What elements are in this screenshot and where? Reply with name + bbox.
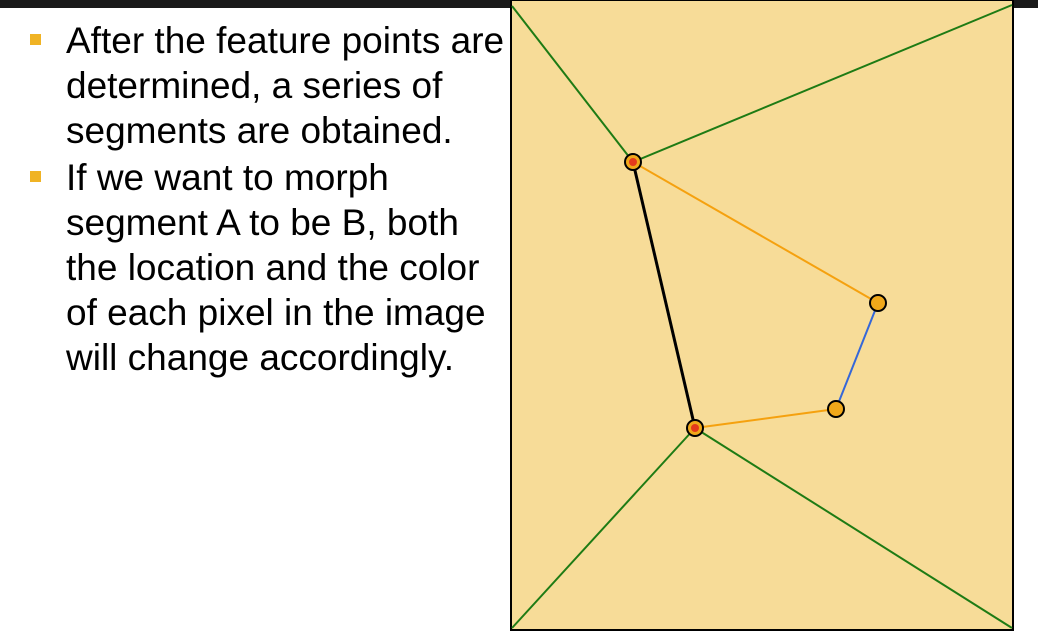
image-frame xyxy=(510,0,1014,631)
boundary-line-top-left xyxy=(511,5,634,163)
bullet-square-icon xyxy=(30,34,41,45)
bullet-list: After the feature points are determined,… xyxy=(30,18,520,382)
feature-point-a-end xyxy=(686,419,704,437)
bullet-square-icon xyxy=(30,171,41,182)
bullet-text-2: If we want to morph segment A to be B, b… xyxy=(66,157,486,378)
boundary-lines xyxy=(511,4,1013,629)
connector-line-top xyxy=(632,161,879,304)
segment-b-line xyxy=(835,302,879,410)
bullet-item-2: If we want to morph segment A to be B, b… xyxy=(30,155,520,380)
bullet-text-1: After the feature points are determined,… xyxy=(66,20,505,151)
segment-a-line xyxy=(631,161,697,429)
connector-line-bottom xyxy=(694,408,837,429)
boundary-line-bottom-left xyxy=(511,427,696,629)
morph-diagram xyxy=(510,0,1014,631)
boundary-line-bottom-right xyxy=(694,427,1013,629)
feature-point-a-start xyxy=(624,153,642,171)
connector-lines xyxy=(632,161,879,429)
feature-point-b-start xyxy=(869,294,887,312)
feature-point-b-end xyxy=(827,400,845,418)
boundary-line-top-right xyxy=(632,4,1013,163)
feature-points xyxy=(624,153,887,437)
bullet-item-1: After the feature points are determined,… xyxy=(30,18,520,153)
